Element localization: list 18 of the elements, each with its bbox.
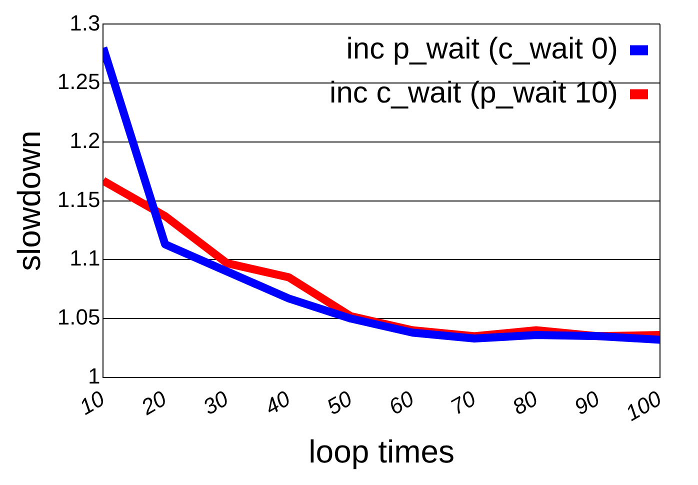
y-tick-label: 1.25 bbox=[57, 69, 100, 94]
x-tick-label: 50 bbox=[322, 385, 357, 420]
x-tick-label: 80 bbox=[508, 385, 542, 420]
legend-label: inc p_wait (c_wait 0) bbox=[346, 32, 618, 66]
x-tick-label: 40 bbox=[260, 385, 296, 420]
y-tick-label: 1.1 bbox=[70, 246, 100, 271]
x-tick-label: 100 bbox=[621, 385, 666, 426]
x-tick-label: 60 bbox=[384, 385, 419, 420]
x-tick-label: 30 bbox=[198, 385, 234, 420]
y-tick-label: 1.05 bbox=[57, 304, 100, 330]
x-axis-title: loop times bbox=[308, 434, 455, 470]
x-tick-label: 20 bbox=[136, 385, 172, 420]
y-tick-label: 1.2 bbox=[70, 128, 100, 153]
x-tick-label: 70 bbox=[446, 385, 481, 420]
y-tick-label: 1.15 bbox=[57, 186, 100, 212]
y-tick-label: 1.3 bbox=[70, 10, 100, 36]
y-axis-title: slowdown bbox=[11, 130, 48, 272]
x-tick-label: 90 bbox=[570, 385, 604, 420]
